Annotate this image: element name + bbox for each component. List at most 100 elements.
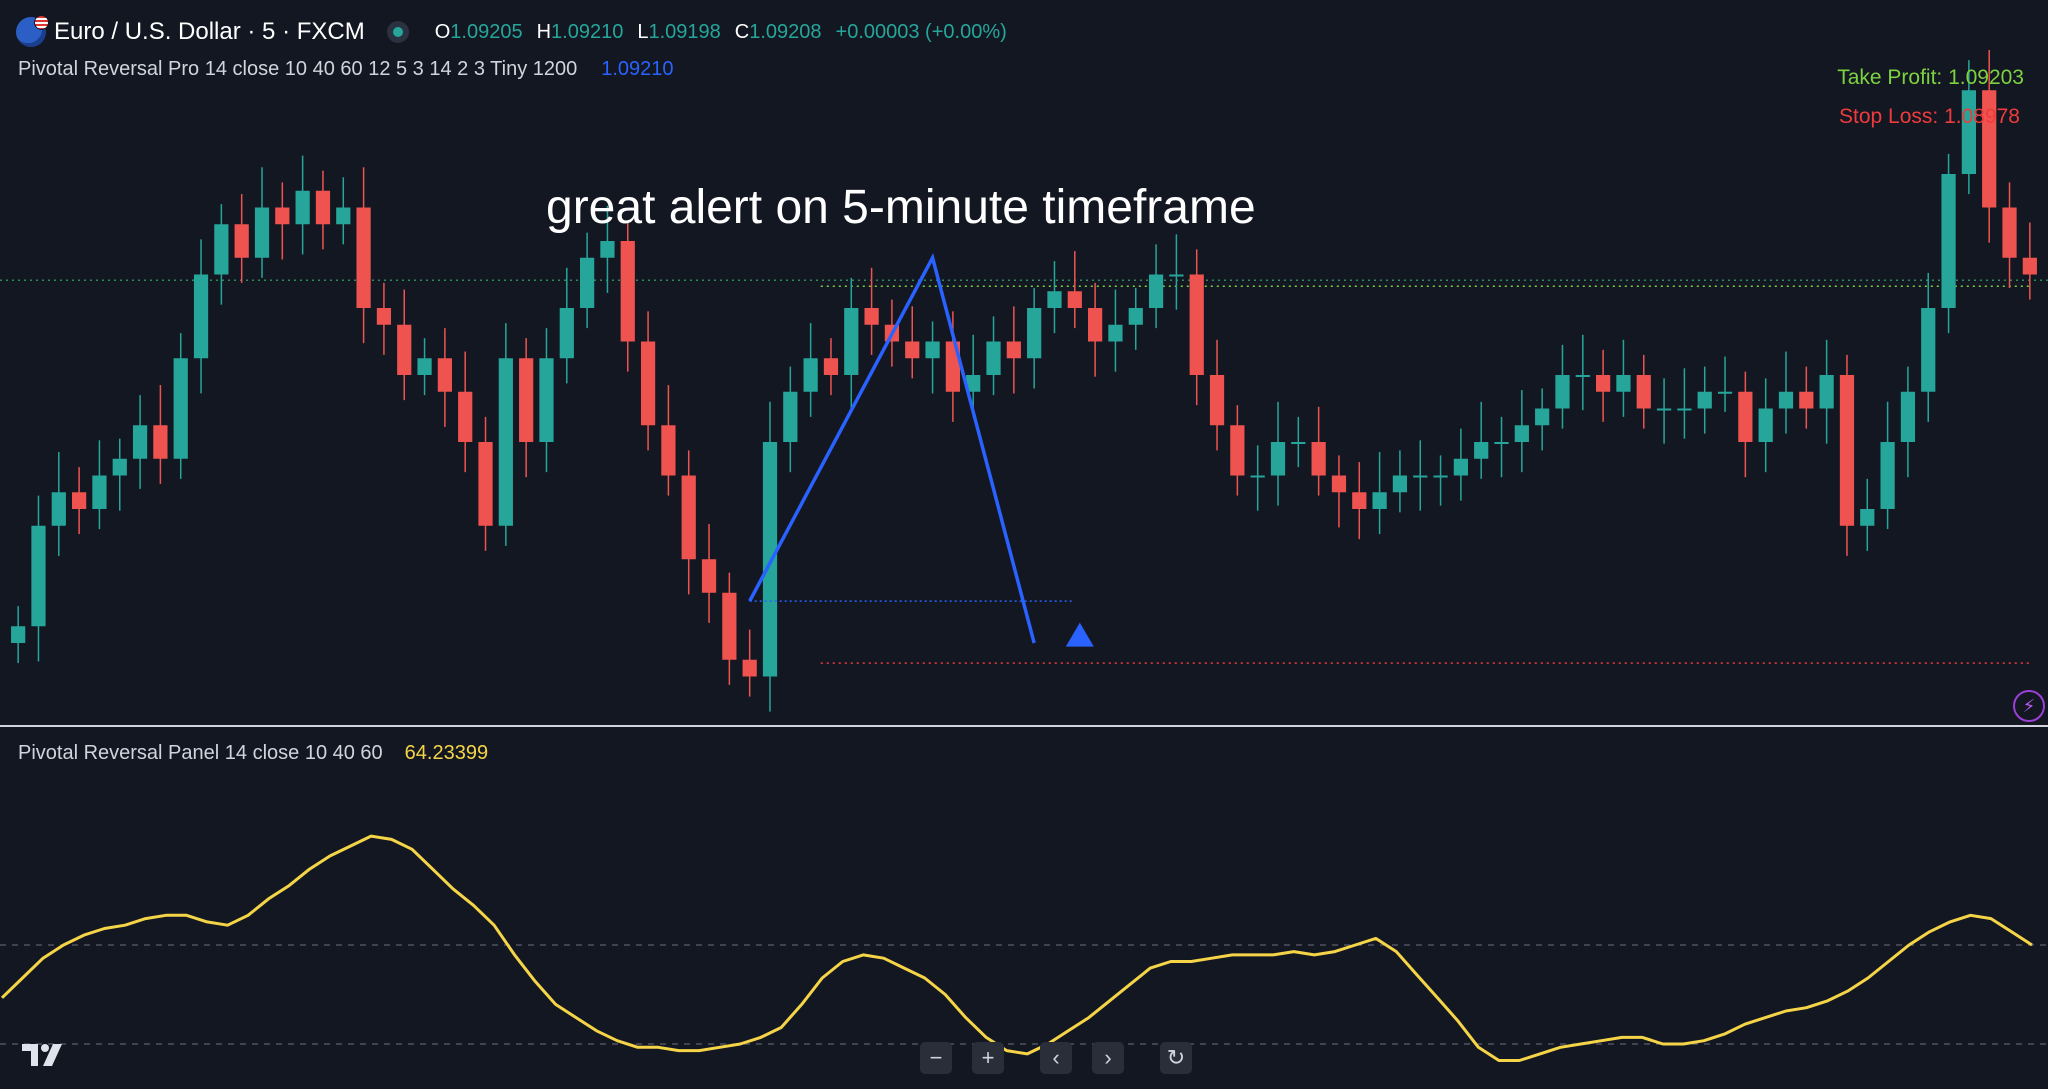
price-candle[interactable] — [1555, 344, 1570, 429]
scroll-right-button[interactable]: › — [1092, 1042, 1124, 1074]
price-candle[interactable] — [112, 438, 127, 511]
price-candle[interactable] — [519, 338, 534, 478]
price-candle[interactable] — [1311, 406, 1326, 496]
price-candle[interactable] — [1474, 401, 1489, 479]
price-candle[interactable] — [1697, 366, 1712, 434]
indicator-legend[interactable]: Pivotal Reversal Pro 14 close 10 40 60 1… — [18, 58, 674, 81]
price-candle[interactable] — [1413, 440, 1428, 511]
price-chart-canvas[interactable] — [0, 0, 2048, 725]
price-candle[interactable] — [1636, 354, 1651, 429]
price-candle[interactable] — [2002, 182, 2017, 288]
price-candle[interactable] — [1900, 366, 1916, 478]
oscillator-label[interactable]: Pivotal Reversal Panel 14 close 10 40 60 — [18, 742, 383, 764]
pane-separator[interactable] — [0, 725, 2048, 727]
price-candle[interactable] — [1047, 261, 1062, 334]
price-candle[interactable] — [1291, 416, 1306, 468]
price-candle[interactable] — [539, 328, 554, 473]
price-candle[interactable] — [1860, 478, 1875, 551]
price-candle[interactable] — [132, 395, 148, 489]
price-candle[interactable] — [51, 452, 66, 556]
price-candle[interactable] — [478, 416, 493, 551]
price-candle[interactable] — [1596, 349, 1611, 422]
price-candle[interactable] — [640, 311, 656, 451]
price-candle[interactable] — [1819, 339, 1834, 444]
symbol-title[interactable]: Euro / U.S. Dollar · 5 · FXCM — [54, 18, 365, 45]
price-candle[interactable] — [1189, 249, 1204, 406]
price-candle[interactable] — [945, 311, 960, 422]
buy-signal-arrow-icon[interactable] — [1065, 622, 1094, 647]
market-status-icon[interactable] — [386, 21, 409, 43]
price-pane[interactable]: Euro / U.S. Dollar · 5 · FXCM O1.09205 H… — [0, 0, 2048, 725]
price-candle[interactable] — [722, 572, 737, 685]
price-candle[interactable] — [336, 177, 351, 245]
price-candle[interactable] — [905, 306, 920, 379]
price-candle[interactable] — [1535, 388, 1550, 451]
price-candle[interactable] — [1027, 287, 1042, 389]
price-candle[interactable] — [823, 338, 839, 396]
price-candle[interactable] — [1006, 306, 1021, 394]
price-candle[interactable] — [986, 316, 1001, 396]
price-candle[interactable] — [1616, 339, 1631, 417]
price-candle[interactable] — [701, 524, 717, 623]
price-candle[interactable] — [1067, 251, 1082, 329]
price-candle[interactable] — [214, 204, 229, 305]
price-candle[interactable] — [1352, 462, 1367, 540]
price-candle[interactable] — [661, 385, 676, 496]
reset-chart-button[interactable]: ↻ — [1160, 1042, 1192, 1074]
price-candle[interactable] — [1656, 378, 1672, 444]
price-candle[interactable] — [356, 167, 371, 344]
price-candle[interactable] — [1839, 354, 1855, 556]
price-candle[interactable] — [2022, 222, 2037, 300]
price-candle[interactable] — [92, 440, 107, 530]
price-candle[interactable] — [72, 467, 87, 535]
price-candle[interactable] — [1148, 244, 1164, 329]
zoom-out-button[interactable]: − — [920, 1042, 952, 1074]
price-candle[interactable] — [1230, 405, 1245, 496]
price-candle[interactable] — [1372, 452, 1387, 535]
price-candle[interactable] — [275, 182, 290, 260]
price-candle[interactable] — [397, 289, 412, 401]
price-candle[interactable] — [1331, 455, 1347, 528]
price-candle[interactable] — [742, 629, 757, 697]
price-candle[interactable] — [458, 351, 473, 473]
price-candle[interactable] — [620, 220, 635, 372]
zoom-in-button[interactable]: + — [972, 1042, 1004, 1074]
price-candle[interactable] — [254, 167, 270, 278]
price-candle[interactable] — [925, 321, 940, 394]
price-candle[interactable] — [1941, 153, 1956, 334]
price-candle[interactable] — [580, 232, 595, 329]
price-candle[interactable] — [1717, 356, 1733, 412]
price-candle[interactable] — [1250, 445, 1265, 511]
price-candle[interactable] — [803, 323, 818, 417]
price-candle[interactable] — [600, 205, 615, 293]
chart-annotation-text[interactable]: great alert on 5-minute timeframe — [546, 181, 1256, 234]
price-candle[interactable] — [437, 328, 452, 427]
price-candle[interactable] — [1209, 339, 1225, 451]
lightning-alert-icon[interactable]: ⚡ — [2013, 690, 2045, 722]
price-candle[interactable] — [234, 194, 249, 283]
price-candle[interactable] — [1128, 287, 1143, 350]
scroll-left-button[interactable]: ‹ — [1040, 1042, 1072, 1074]
tradingview-logo-icon[interactable] — [20, 1040, 72, 1068]
price-candle[interactable] — [783, 366, 798, 473]
price-candle[interactable] — [1961, 60, 1976, 195]
price-candle[interactable] — [1758, 378, 1773, 473]
price-candle[interactable] — [1514, 390, 1529, 473]
price-candle[interactable] — [193, 239, 209, 394]
price-candle[interactable] — [1921, 272, 1936, 422]
price-candle[interactable] — [417, 338, 432, 396]
oscillator-line[interactable] — [0, 834, 2033, 1062]
price-candle[interactable] — [1433, 455, 1448, 506]
oscillator-pane[interactable]: Pivotal Reversal Panel 14 close 10 40 60… — [0, 727, 2048, 1089]
indicator-label[interactable]: Pivotal Reversal Pro 14 close 10 40 60 1… — [18, 58, 578, 80]
price-candle[interactable] — [1108, 289, 1123, 372]
price-candle[interactable] — [1982, 50, 1997, 243]
price-candle[interactable] — [1799, 366, 1814, 429]
price-candle[interactable] — [315, 170, 331, 250]
price-candle[interactable] — [1778, 351, 1794, 434]
price-candle[interactable] — [681, 450, 696, 595]
price-candle[interactable] — [1575, 334, 1590, 411]
price-candle[interactable] — [966, 334, 981, 417]
price-candle[interactable] — [864, 267, 879, 355]
price-candle[interactable] — [1169, 234, 1184, 310]
